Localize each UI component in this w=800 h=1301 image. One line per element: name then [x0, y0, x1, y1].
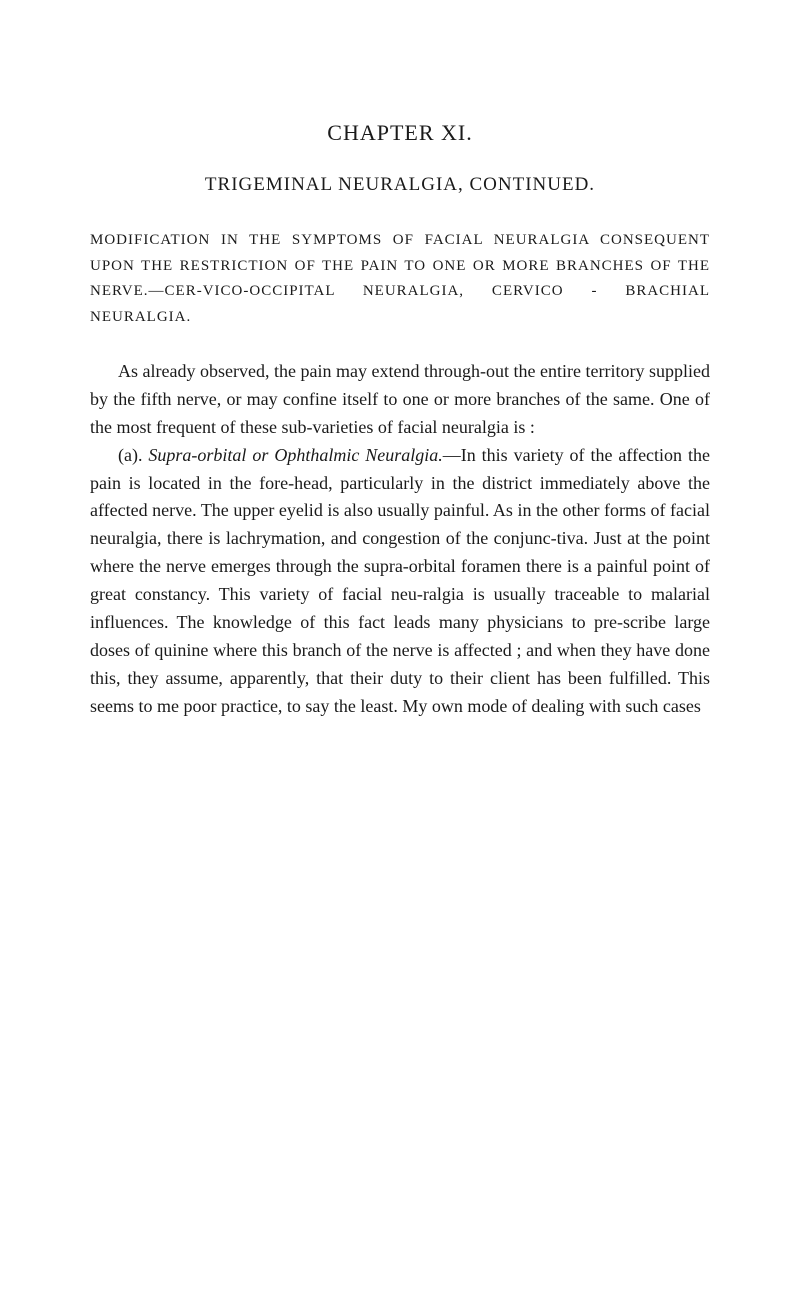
paragraph-2-body: —In this variety of the affection the pa… — [90, 445, 710, 716]
chapter-title: CHAPTER XI. — [90, 120, 710, 146]
paragraph-2: (a). Supra-orbital or Ophthalmic Neuralg… — [90, 442, 710, 721]
paragraph-1: As already observed, the pain may extend… — [90, 358, 710, 442]
paragraph-2-prefix: (a). — [118, 445, 148, 465]
subsection-title: MODIFICATION IN THE SYMPTOMS OF FACIAL N… — [90, 228, 710, 330]
section-title: TRIGEMINAL NEURALGIA, CONTINUED. — [90, 174, 710, 196]
paragraph-2-italic: Supra-orbital or Ophthalmic Neuralgia. — [148, 445, 442, 465]
